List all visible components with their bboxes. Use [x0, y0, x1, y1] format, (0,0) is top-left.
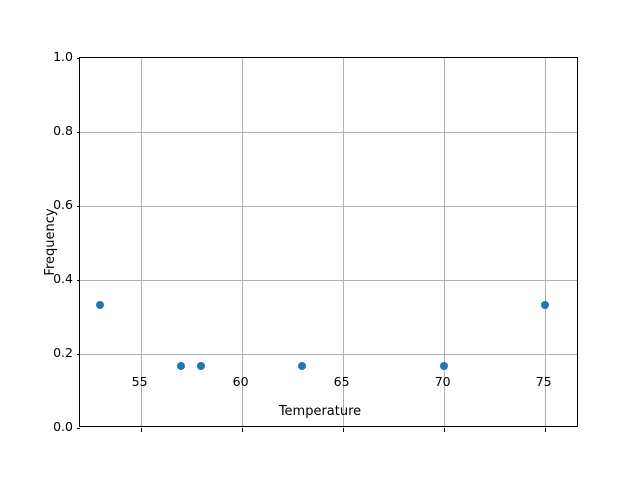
x-axis-label: Temperature [278, 404, 362, 419]
x-tick-label: 75 [535, 374, 552, 389]
y-tick-mark [76, 354, 80, 355]
y-tick-mark [76, 206, 80, 207]
gridline-horizontal [80, 132, 577, 133]
plot-area: Frequency [43, 57, 578, 432]
x-tick-mark [544, 428, 546, 432]
scatter-point [177, 362, 185, 371]
gridline-horizontal [80, 206, 577, 207]
x-tick-label: 60 [232, 374, 249, 389]
scatter-point [96, 300, 105, 309]
x-tick-mark [140, 428, 142, 432]
x-tick-label: 55 [131, 374, 148, 389]
x-tick-mark [241, 428, 243, 432]
gridline-vertical [443, 58, 445, 426]
y-tick-label: 0.8 [53, 123, 73, 138]
y-tick-mark [76, 428, 80, 429]
y-tick-label: 0.2 [53, 345, 73, 360]
gridline-vertical [544, 58, 546, 426]
y-tick-label: 0.4 [53, 271, 73, 286]
y-tick-mark [76, 58, 80, 59]
y-tick-mark [76, 132, 80, 133]
y-tick-label: 1.0 [53, 49, 73, 64]
scatter-point [540, 300, 549, 309]
x-tick-mark [443, 428, 445, 432]
scatter-point [298, 362, 307, 371]
y-tick-label: 0.0 [53, 419, 73, 434]
gridline-horizontal [80, 354, 577, 355]
x-tick-label: 65 [333, 374, 350, 389]
gridline-vertical [140, 58, 142, 426]
x-tick-label: 70 [434, 374, 451, 389]
y-tick-mark [76, 280, 80, 281]
gridline-vertical [241, 58, 243, 426]
y-tick-label: 0.6 [53, 197, 73, 212]
scatter-point [439, 362, 448, 371]
y-axis-label: Frequency [43, 208, 59, 276]
gridline-horizontal [80, 280, 577, 281]
gridline-vertical [342, 58, 344, 426]
x-tick-mark [342, 428, 344, 432]
scatter-point [197, 362, 206, 371]
